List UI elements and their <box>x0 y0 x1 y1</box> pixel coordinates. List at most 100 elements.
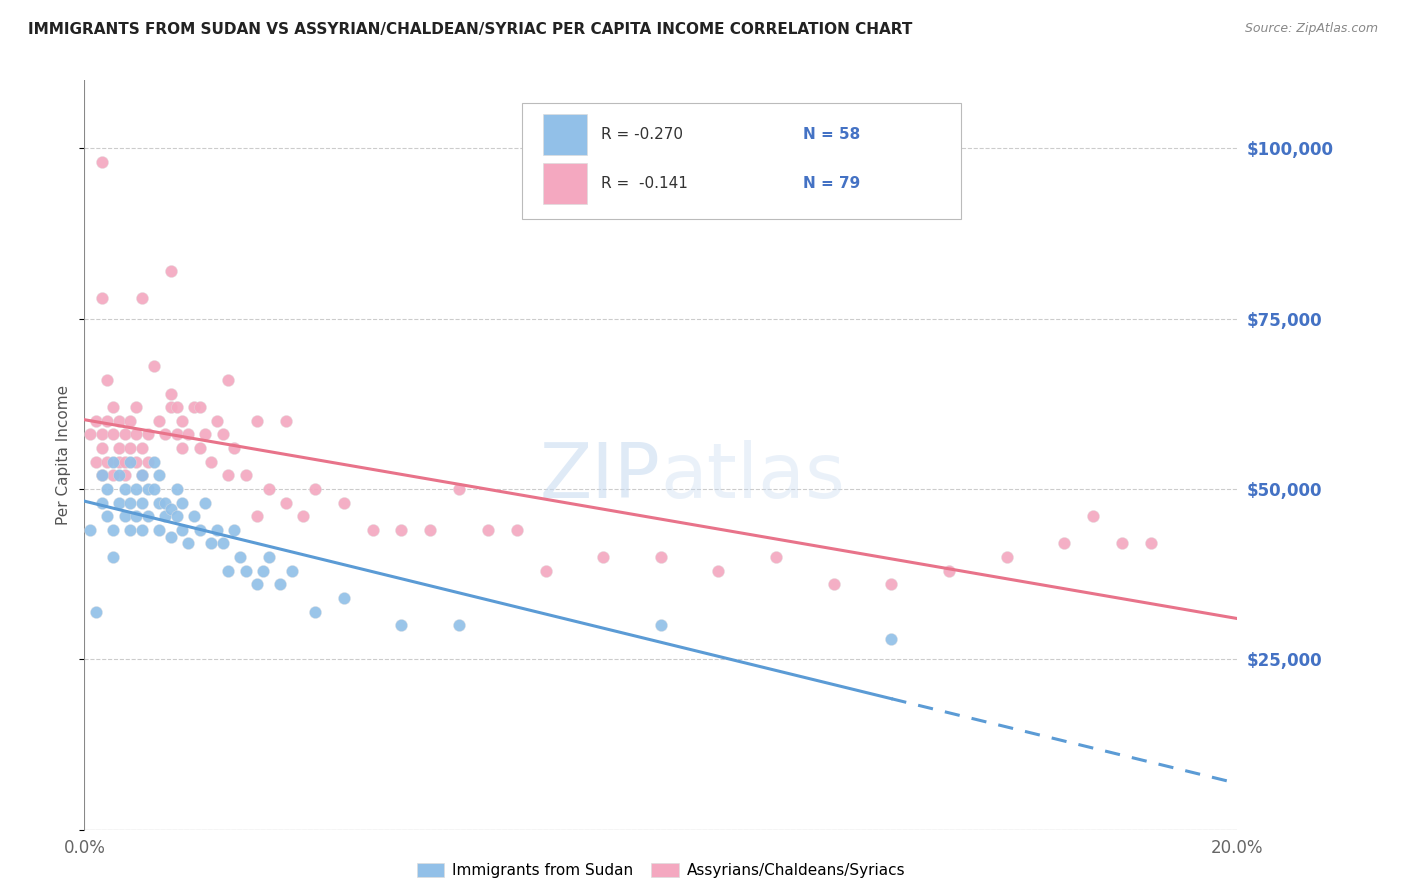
Point <box>148 414 170 428</box>
Point <box>361 523 384 537</box>
Point <box>108 414 131 428</box>
Point <box>96 373 118 387</box>
Point <box>292 509 315 524</box>
Point <box>183 509 205 524</box>
Point <box>142 455 165 469</box>
Point <box>108 495 131 509</box>
Point <box>125 482 148 496</box>
Text: N = 79: N = 79 <box>803 177 860 191</box>
Point <box>1083 509 1105 524</box>
Point <box>90 468 112 483</box>
Point <box>84 455 107 469</box>
Point <box>79 523 101 537</box>
Point <box>938 564 960 578</box>
Text: IMMIGRANTS FROM SUDAN VS ASSYRIAN/CHALDEAN/SYRIAC PER CAPITA INCOME CORRELATION : IMMIGRANTS FROM SUDAN VS ASSYRIAN/CHALDE… <box>28 22 912 37</box>
Point <box>166 401 188 415</box>
Point <box>650 618 672 632</box>
Text: R =  -0.141: R = -0.141 <box>600 177 688 191</box>
Point <box>205 523 228 537</box>
Point <box>153 427 176 442</box>
Point <box>120 455 142 469</box>
Point <box>194 495 217 509</box>
Point <box>477 523 499 537</box>
Text: N = 58: N = 58 <box>803 127 860 142</box>
Point <box>120 495 142 509</box>
Point <box>211 427 233 442</box>
Point <box>200 455 222 469</box>
Point <box>114 427 136 442</box>
Point <box>125 401 148 415</box>
Point <box>172 441 194 455</box>
Point <box>131 468 153 483</box>
Point <box>1111 536 1133 550</box>
Point <box>153 509 176 524</box>
Point <box>592 550 614 565</box>
FancyBboxPatch shape <box>543 113 588 155</box>
Point <box>120 414 142 428</box>
Point <box>823 577 845 591</box>
Point <box>160 502 183 516</box>
Point <box>131 495 153 509</box>
Point <box>120 523 142 537</box>
Point <box>391 523 413 537</box>
Point <box>276 414 298 428</box>
Point <box>96 414 118 428</box>
Point <box>136 509 159 524</box>
Point <box>188 401 211 415</box>
Point <box>108 468 131 483</box>
Point <box>252 564 274 578</box>
Point <box>235 468 257 483</box>
Point <box>200 536 222 550</box>
Point <box>131 523 153 537</box>
Point <box>304 605 326 619</box>
Point <box>160 530 183 544</box>
Point <box>229 550 252 565</box>
Point <box>114 482 136 496</box>
Point <box>160 386 183 401</box>
Point <box>120 441 142 455</box>
Point <box>103 427 124 442</box>
Point <box>103 550 124 565</box>
Point <box>96 482 118 496</box>
Point <box>391 618 413 632</box>
Point <box>218 564 240 578</box>
Point <box>131 441 153 455</box>
Point <box>166 509 188 524</box>
Point <box>131 291 153 305</box>
Point <box>333 495 356 509</box>
Point <box>90 291 112 305</box>
Point <box>125 455 148 469</box>
Point <box>183 401 205 415</box>
Point <box>880 632 903 646</box>
Point <box>90 441 112 455</box>
Point <box>79 427 101 442</box>
Point <box>172 495 194 509</box>
Point <box>211 536 233 550</box>
Point <box>103 468 124 483</box>
Point <box>103 455 124 469</box>
Point <box>650 550 672 565</box>
Point <box>218 373 240 387</box>
Point <box>235 564 257 578</box>
Point <box>136 482 159 496</box>
Text: atlas: atlas <box>661 441 845 515</box>
Point <box>160 401 183 415</box>
Point <box>90 468 112 483</box>
Point <box>148 495 170 509</box>
Point <box>125 509 148 524</box>
Text: R = -0.270: R = -0.270 <box>600 127 683 142</box>
Y-axis label: Per Capita Income: Per Capita Income <box>56 384 72 525</box>
Point <box>125 427 148 442</box>
Text: Source: ZipAtlas.com: Source: ZipAtlas.com <box>1244 22 1378 36</box>
Point <box>246 414 269 428</box>
Point <box>765 550 787 565</box>
Point <box>188 441 211 455</box>
Point <box>103 401 124 415</box>
Point <box>136 427 159 442</box>
Point <box>177 536 200 550</box>
Point <box>131 468 153 483</box>
Point <box>995 550 1018 565</box>
Point <box>148 523 170 537</box>
Point <box>90 495 112 509</box>
Point <box>276 495 298 509</box>
